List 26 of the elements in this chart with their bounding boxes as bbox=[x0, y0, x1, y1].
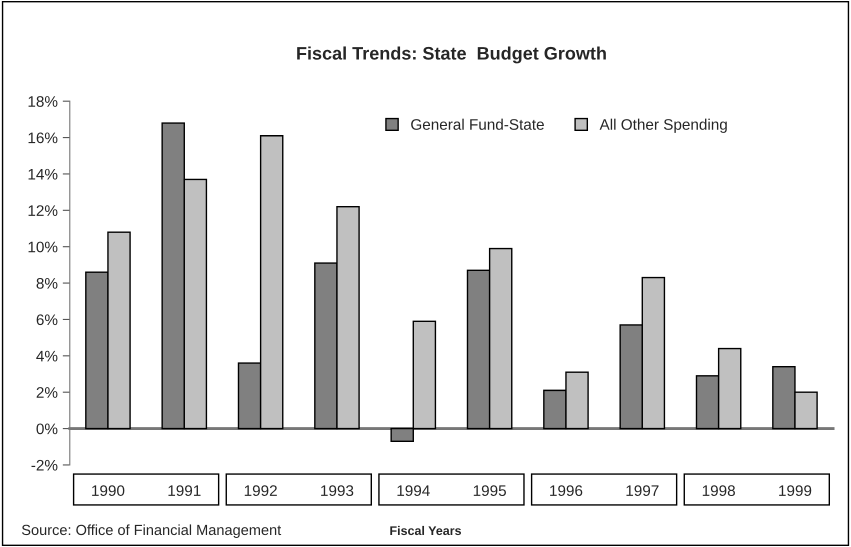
x-tick-label: 1993 bbox=[321, 485, 354, 496]
x-tick-label: 1998 bbox=[702, 485, 735, 496]
y-tick-label: 2% bbox=[36, 387, 58, 398]
legend-label: All Other Spending bbox=[600, 118, 727, 133]
y-tick-label: 6% bbox=[36, 314, 58, 326]
legend-label: General Fund-State bbox=[411, 118, 544, 130]
y-tick-label: 0% bbox=[36, 423, 58, 434]
source-note: Source: Office of Financial Management bbox=[22, 524, 282, 538]
chart-title: Fiscal Trends: State Budget Growth bbox=[297, 46, 606, 64]
x-axis-title: Fiscal Years bbox=[390, 526, 462, 536]
y-tick-label: 14% bbox=[28, 168, 58, 180]
x-tick-label: 1992 bbox=[244, 485, 277, 496]
y-tick-label: 16% bbox=[28, 132, 58, 144]
x-tick-label: 1996 bbox=[550, 485, 582, 496]
x-tick-label: 1995 bbox=[474, 485, 506, 496]
y-tick-label: 18% bbox=[28, 96, 58, 107]
x-tick-label: 1991 bbox=[168, 485, 201, 496]
y-tick-label: 8% bbox=[36, 278, 58, 289]
x-tick-label: 1990 bbox=[92, 485, 124, 496]
y-tick-label: 4% bbox=[36, 350, 58, 362]
x-tick-label: 1997 bbox=[626, 485, 659, 496]
y-tick-label: -2% bbox=[31, 460, 58, 471]
x-tick-label: 1999 bbox=[779, 485, 812, 496]
y-tick-label: 10% bbox=[28, 242, 58, 252]
x-tick-label: 1994 bbox=[397, 485, 430, 496]
y-tick-label: 12% bbox=[28, 205, 58, 216]
